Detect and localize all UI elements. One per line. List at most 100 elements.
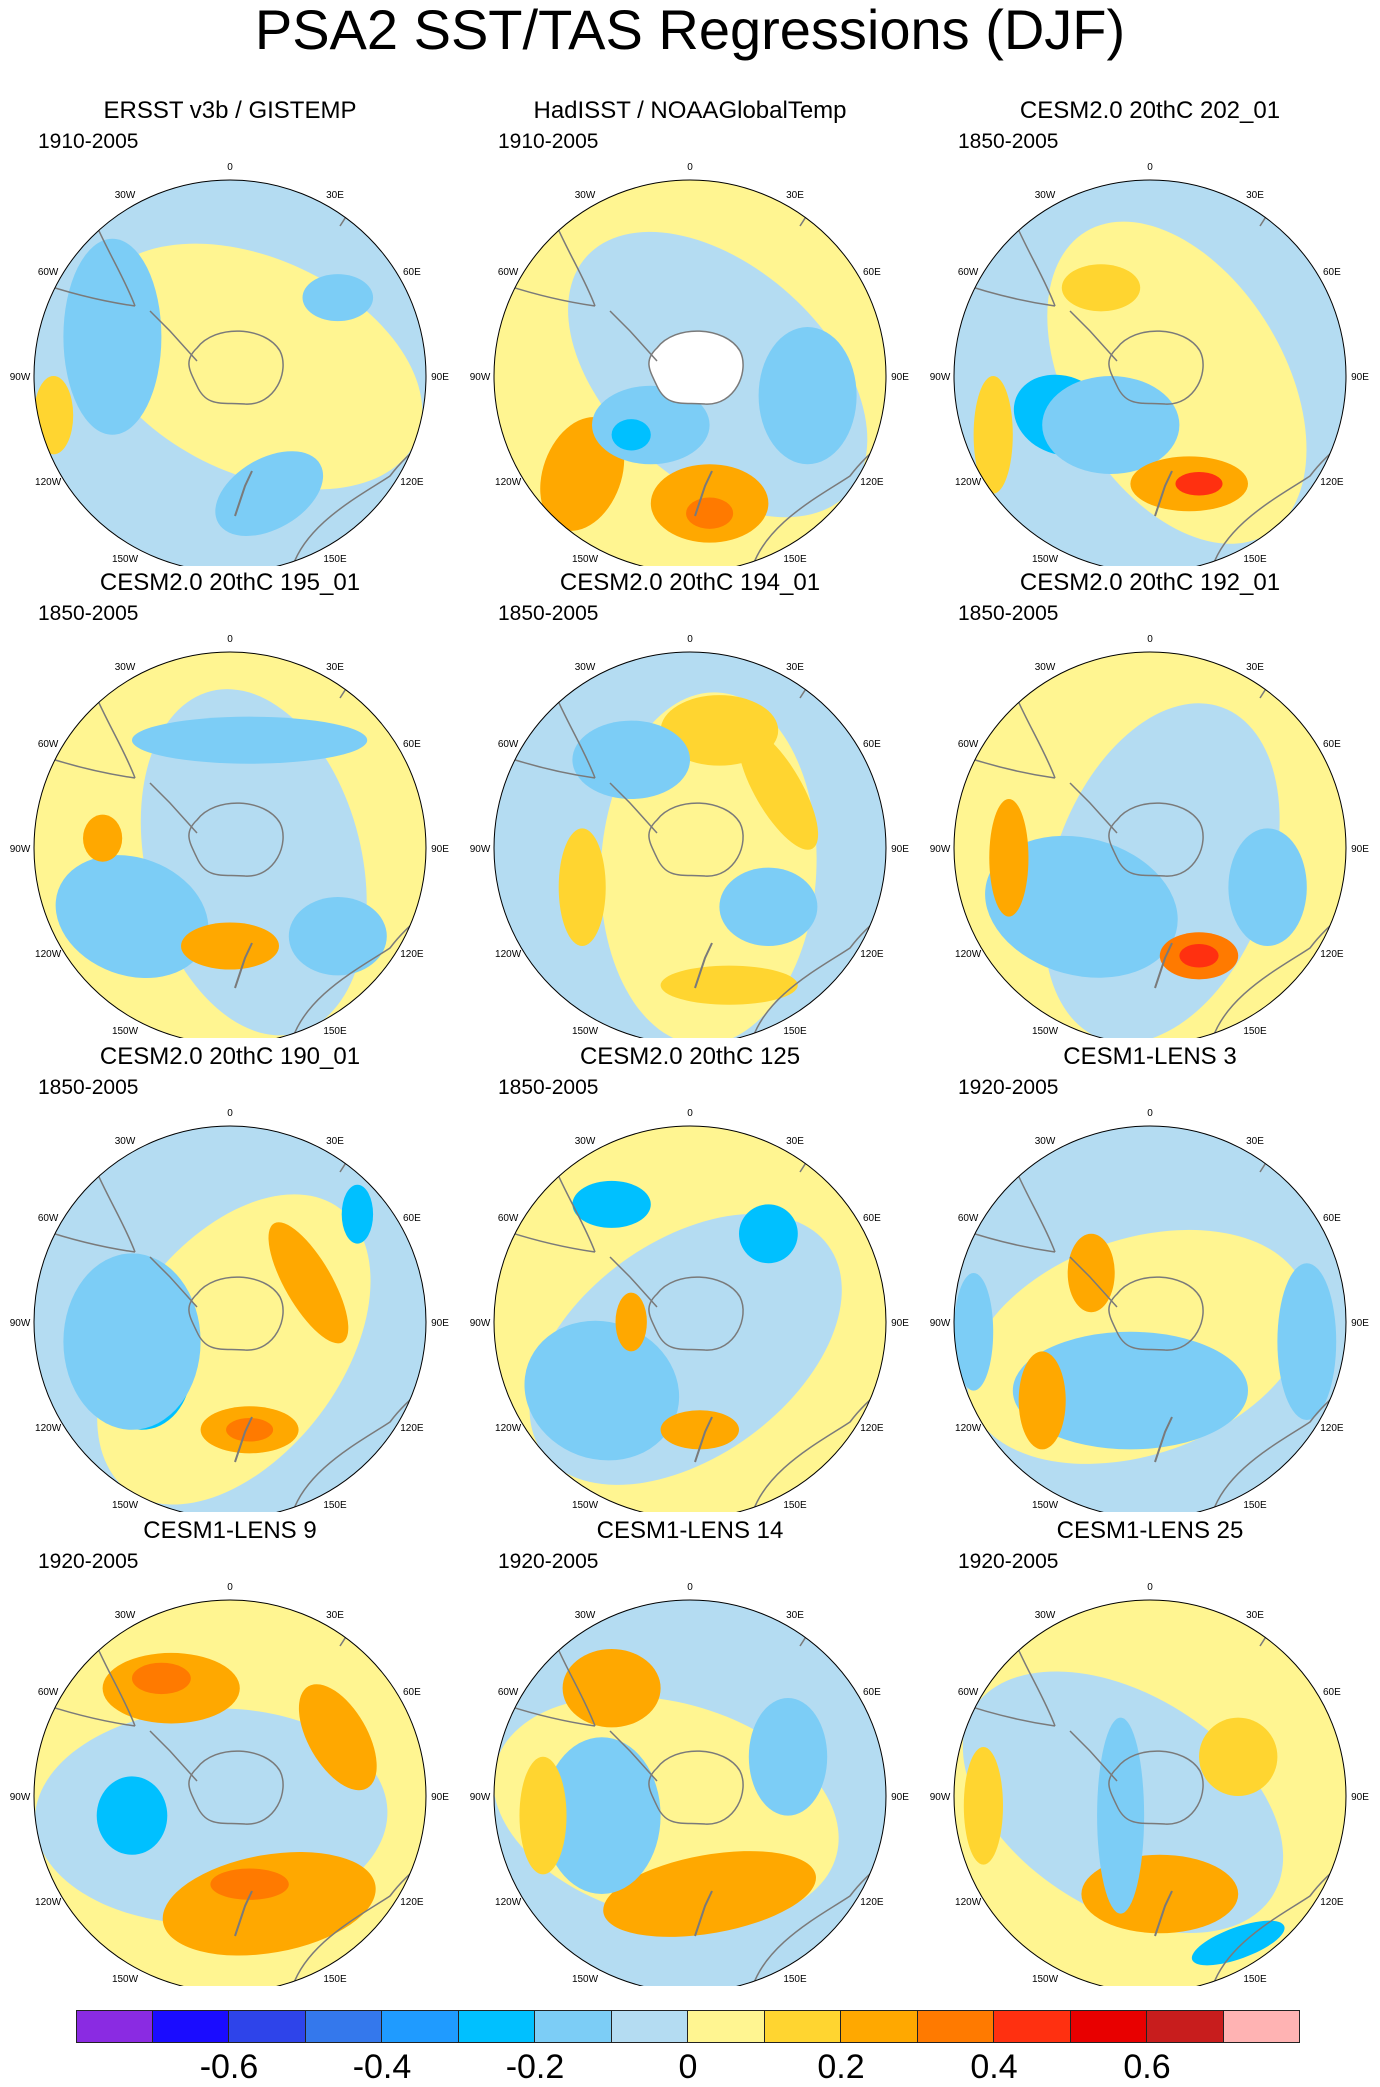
longitude-label: 60W [38, 1687, 59, 1698]
anomaly-contour [1018, 1351, 1066, 1450]
longitude-label: 90E [431, 1318, 449, 1329]
antarctica-coastline [188, 330, 284, 405]
longitude-label: 150E [1243, 1974, 1267, 1985]
anomaly-contour [660, 965, 798, 1005]
longitude-label: 60W [958, 739, 979, 750]
map-border [953, 1125, 1347, 1512]
longitude-label: 30W [575, 190, 596, 201]
new-zealand-coastline [1154, 942, 1173, 989]
anomaly-contour [34, 376, 74, 455]
new-zealand-coastline [1154, 1416, 1173, 1463]
figure-title: PSA2 SST/TAS Regressions (DJF) [254, 0, 1126, 61]
map-panel: CESM2.0 20thC 192_01 1850-2005 0 30E 60E 90E 1… [920, 568, 1380, 1038]
colorbar-box [458, 2010, 535, 2043]
colorbar-box [152, 2010, 229, 2043]
map-field [34, 1600, 426, 1986]
longitude-label: 150E [323, 554, 347, 565]
longitude-label: 90W [470, 1318, 491, 1329]
panel-title: ERSST v3b / GISTEMP [103, 97, 357, 124]
longitude-label: 30W [575, 1610, 596, 1621]
longitude-label: 30E [1246, 1610, 1264, 1621]
new-zealand-coastline [694, 1890, 713, 1937]
map-panel: CESM2.0 20thC 190_01 1850-2005 0 30E 60E 90E 1… [0, 1042, 460, 1512]
antarctica-coastline [1108, 330, 1204, 405]
longitude-label: 120E [400, 1897, 424, 1908]
colorbar-box [305, 2010, 382, 2043]
anomaly-contour [519, 1756, 567, 1875]
longitude-label: 30E [1246, 662, 1264, 673]
anomaly-contour [973, 376, 1013, 494]
peninsula-coastline [1069, 782, 1118, 834]
longitude-label: 30W [575, 1136, 596, 1147]
longitude-label: 150W [1032, 1026, 1059, 1037]
anomaly-contour [758, 327, 857, 465]
longitude-label: 120W [495, 1423, 522, 1434]
longitude-label: 90E [1351, 844, 1369, 855]
longitude-label: 0 [687, 1108, 693, 1119]
map-border [493, 1125, 887, 1512]
peninsula-coastline [149, 1256, 198, 1308]
longitude-label: 90W [930, 844, 951, 855]
panel-period: 1920-2005 [958, 1076, 1059, 1099]
longitude-label: 0 [687, 1582, 693, 1593]
longitude-label: 0 [1147, 1108, 1153, 1119]
longitude-label: 150W [1032, 1974, 1059, 1985]
anomaly-contour [985, 835, 1178, 978]
longitude-label: 0 [687, 634, 693, 645]
map-panel: CESM1-LENS 3 1920-2005 0 30E 60E 90E 120E 150E 1… [920, 1042, 1380, 1512]
longitude-label: 90E [891, 1792, 909, 1803]
panel-title: CESM1-LENS 14 [596, 1517, 784, 1544]
antarctica-coastline [188, 802, 284, 877]
antarctica-coastline [1108, 1750, 1204, 1825]
longitude-label: 30W [1035, 662, 1056, 673]
map-panel: ERSST v3b / GISTEMP 1910-2005 0 30E 60E 90E 12… [0, 96, 460, 566]
polar-map: 030E60E90E120E150E180150W120W90W60W30W [930, 1108, 1369, 1512]
polar-map: 030E60E90E120E150E180150W120W90W60W30W [10, 1108, 449, 1512]
longitude-label: 150W [572, 1974, 599, 1985]
longitude-label: 0 [227, 1108, 233, 1119]
panel-period: 1850-2005 [498, 602, 599, 625]
anomaly-contour [298, 1684, 377, 1791]
longitude-label: 120W [35, 949, 62, 960]
longitude-label: 120E [400, 949, 424, 960]
longitude-label: 120W [495, 1897, 522, 1908]
longitude-label: 30W [575, 662, 596, 673]
anomaly-contour [226, 1418, 274, 1442]
peninsula-coastline [609, 782, 658, 834]
longitude-label: 120E [860, 1423, 884, 1434]
longitude-label: 30E [326, 662, 344, 673]
colorbar-box [1223, 2010, 1300, 2043]
longitude-label: 60W [958, 267, 979, 278]
longitude-label: 120E [1320, 1897, 1344, 1908]
map-border [33, 1125, 427, 1512]
new-zealand-coastline [694, 1416, 713, 1463]
panel-period: 1920-2005 [38, 1550, 139, 1573]
peninsula-coastline [149, 310, 198, 362]
longitude-label: 90W [470, 372, 491, 383]
new-zealand-coastline [234, 1416, 253, 1463]
longitude-label: 30W [1035, 1610, 1056, 1621]
longitude-label: 90W [10, 372, 31, 383]
map-panel: CESM2.0 20thC 195_01 1850-2005 0 30E 60E 90E 1… [0, 568, 460, 1038]
map-field [954, 180, 1346, 566]
panel-title: CESM2.0 20thC 190_01 [99, 1043, 361, 1070]
longitude-label: 60W [38, 267, 59, 278]
longitude-label: 60E [403, 1213, 421, 1224]
polar-map: 030E60E90E120E150E180150W120W90W60W30W [470, 1108, 909, 1512]
map-border [953, 651, 1347, 1038]
longitude-label: 150W [112, 1500, 139, 1511]
map-field [494, 1126, 886, 1512]
panel-title: CESM1-LENS 25 [1056, 1517, 1244, 1544]
longitude-label: 150W [572, 554, 599, 565]
polar-map: 030E60E90E120E150E180150W120W90W60W30W [10, 1582, 449, 1986]
colorbar-box [841, 2010, 918, 2043]
longitude-label: 0 [687, 162, 693, 173]
colorbar-box [764, 2010, 841, 2043]
anomaly-contour [1191, 1920, 1285, 1966]
longitude-label: 150W [112, 554, 139, 565]
anomaly-contour [719, 867, 818, 946]
anomaly-contour [558, 828, 606, 946]
colorbar-tick-label: 0.6 [1123, 2048, 1171, 2086]
longitude-label: 60E [1323, 739, 1341, 750]
new-zealand-coastline [1154, 470, 1173, 517]
